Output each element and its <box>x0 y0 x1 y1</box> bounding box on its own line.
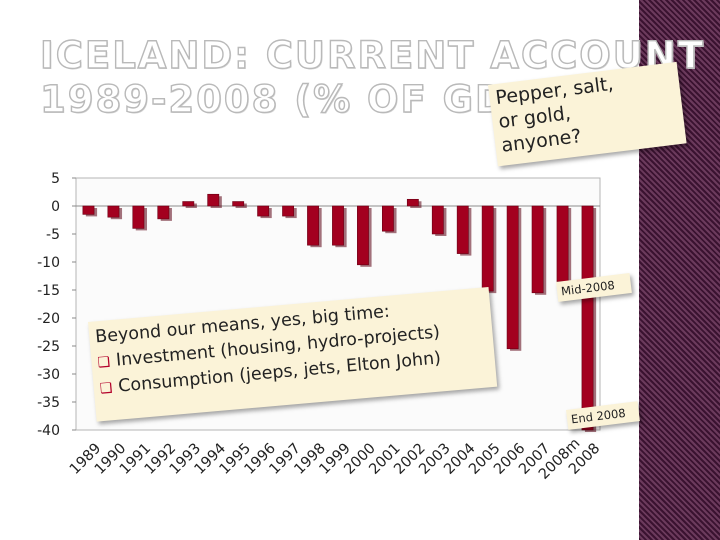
bar-1999 <box>332 205 344 246</box>
bar-1990 <box>107 205 120 218</box>
decorative-divider <box>636 0 639 540</box>
y-tick-label: 5 <box>51 171 60 187</box>
slide-title-line-1: ICELAND: CURRENT ACCOUNT <box>39 33 705 77</box>
bar-1996 <box>257 205 270 217</box>
y-tick-label: -15 <box>37 283 60 299</box>
y-tick-label: -20 <box>37 311 60 327</box>
bar-2003 <box>431 205 444 235</box>
y-tick-label: -30 <box>37 367 60 383</box>
bar-1994 <box>207 193 220 207</box>
bar-1992 <box>157 205 170 220</box>
bar-2006 <box>506 205 519 350</box>
y-tick-label: -5 <box>46 227 60 243</box>
slide-title-line-2: 1989-2008 (% OF GDP) <box>39 77 556 121</box>
bar-1997 <box>282 205 295 217</box>
bar-1989 <box>82 205 95 215</box>
bar-2002 <box>406 198 419 207</box>
y-tick-label: 0 <box>51 199 60 215</box>
bar-1998 <box>307 205 319 246</box>
bar-2001 <box>381 205 394 232</box>
bar-1991 <box>132 205 145 229</box>
bar-2004 <box>456 205 469 254</box>
bar-2008 <box>581 205 594 431</box>
y-tick-label: -10 <box>37 255 60 271</box>
checkbox-bullet-icon: ❏ <box>99 380 114 398</box>
y-tick-label: -25 <box>37 339 60 355</box>
bar-1993 <box>182 201 195 207</box>
bar-2008m <box>556 205 569 282</box>
bar-2000 <box>357 205 369 266</box>
bar-2005 <box>481 205 494 292</box>
bar-2007 <box>531 205 544 294</box>
y-tick-label: -40 <box>37 423 60 439</box>
checkbox-bullet-icon: ❏ <box>96 354 111 372</box>
y-tick-label: -35 <box>37 395 60 411</box>
bar-1995 <box>232 201 245 207</box>
